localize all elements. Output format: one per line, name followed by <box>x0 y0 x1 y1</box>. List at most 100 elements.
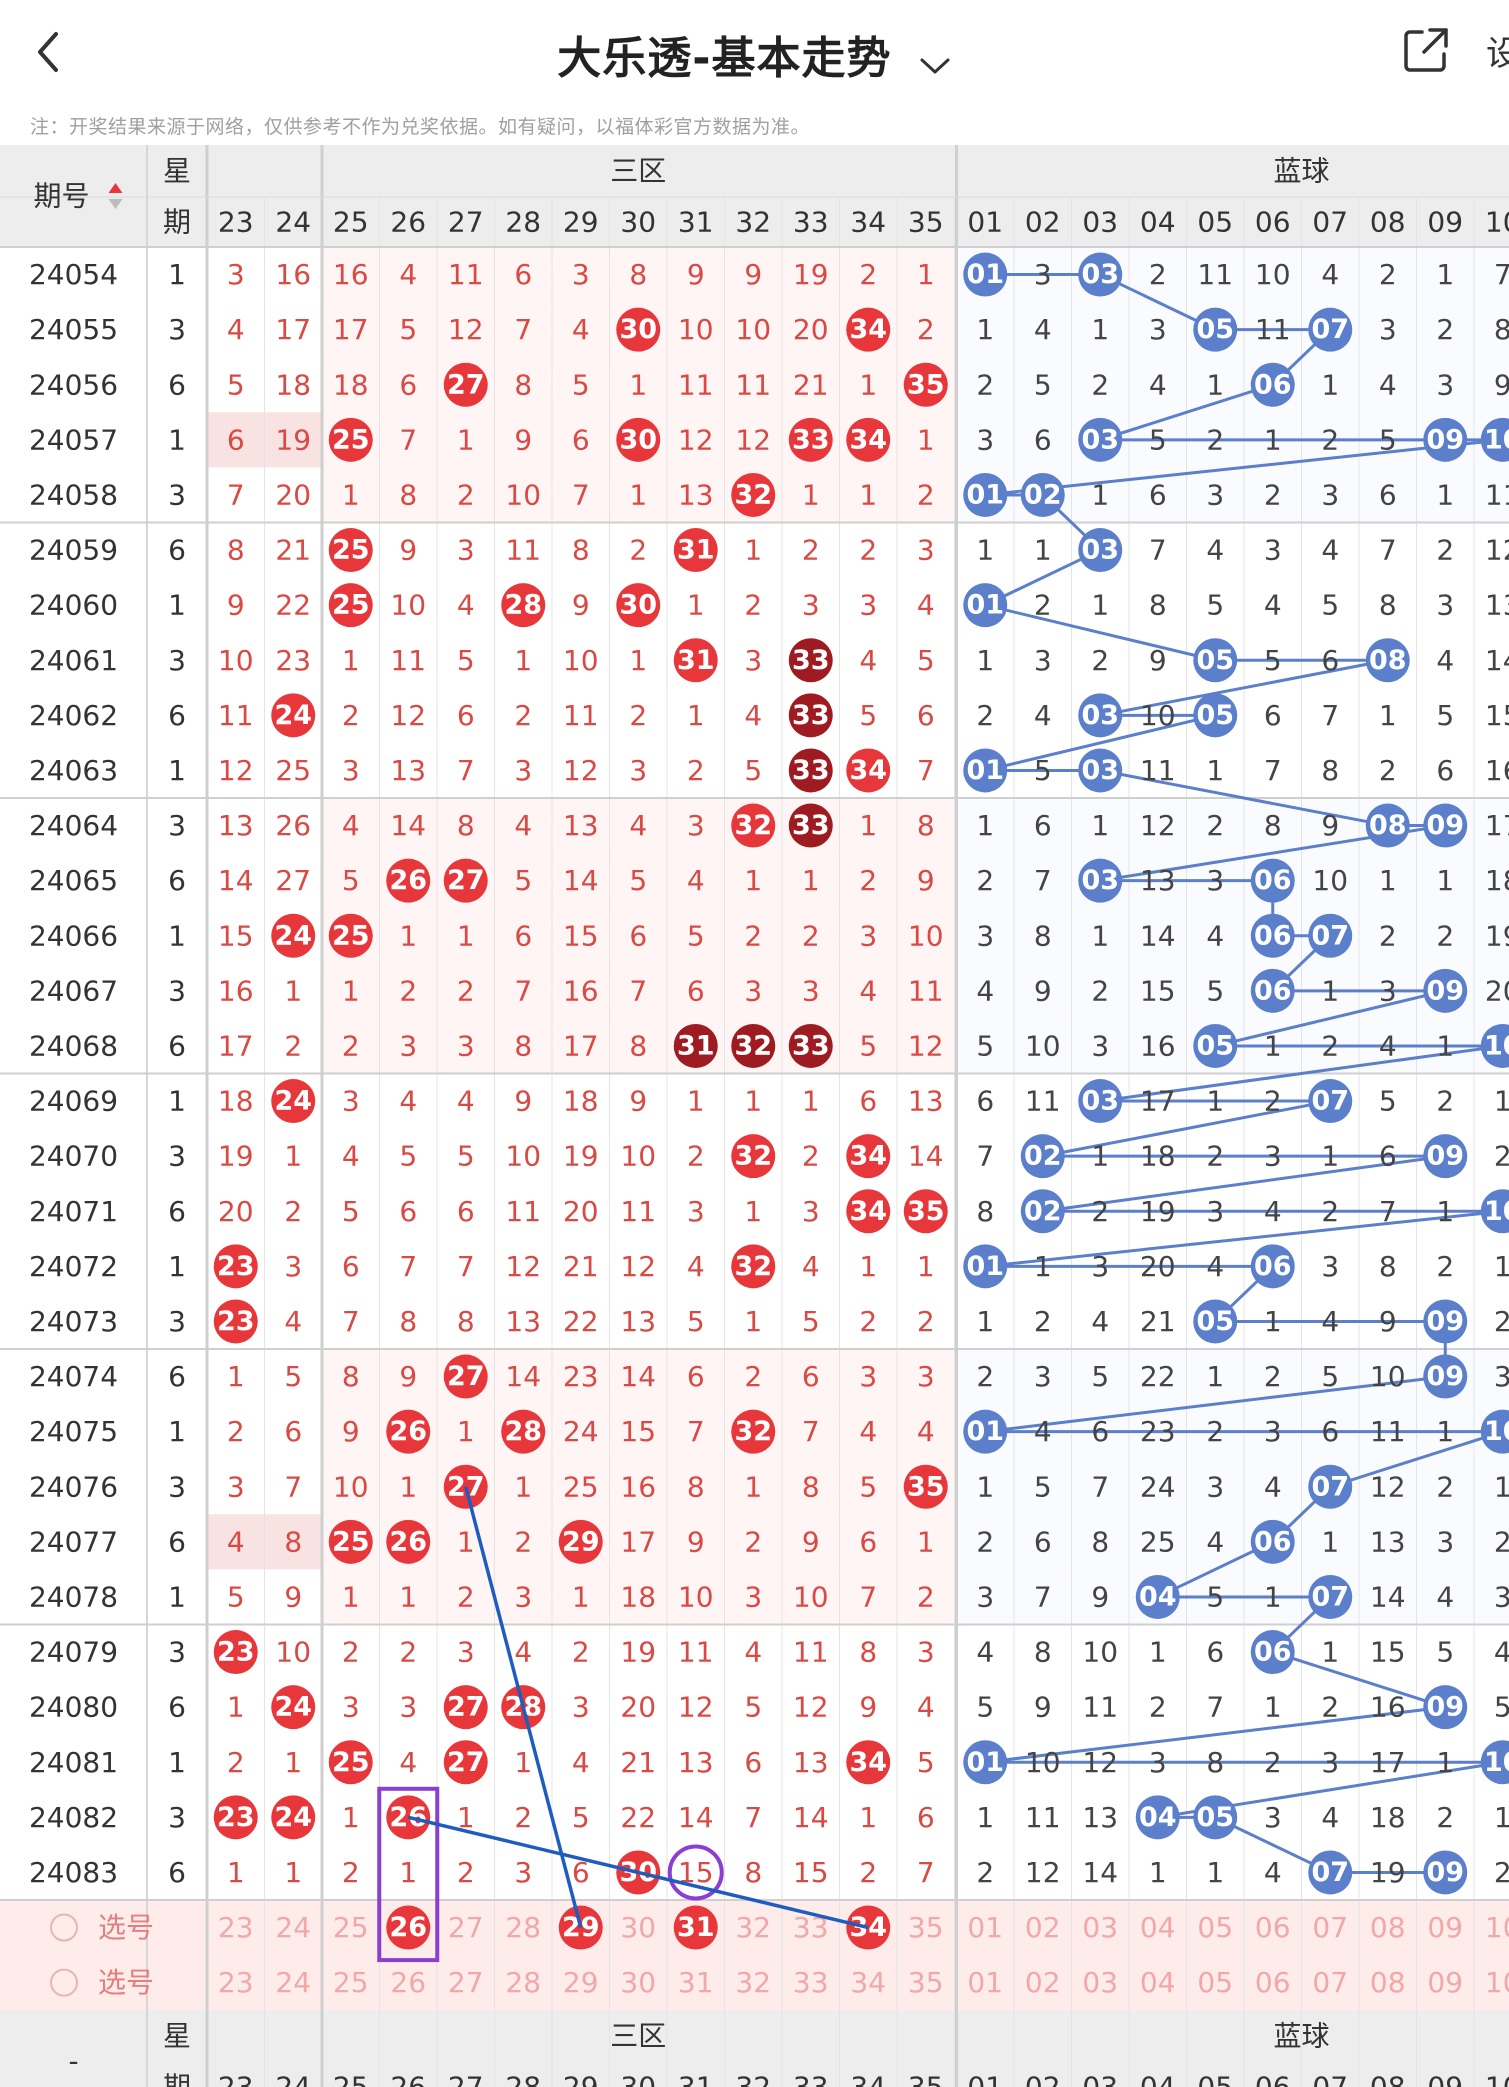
select-number[interactable]: 26 <box>390 1966 426 1999</box>
select-number[interactable]: 03 <box>1082 1966 1118 1999</box>
blue-ball-number: 02 <box>1024 1141 1062 1172</box>
select-number[interactable]: 09 <box>1427 1966 1463 1999</box>
select-number[interactable]: 25 <box>333 1911 369 1944</box>
select-number[interactable]: 08 <box>1370 1966 1406 1999</box>
miss-count: 1 <box>629 644 647 677</box>
select-number[interactable]: 24 <box>275 1911 311 1944</box>
select-number[interactable]: 27 <box>448 1966 484 1999</box>
miss-count: 17 <box>275 313 311 346</box>
select-number[interactable]: 04 <box>1140 1911 1176 1944</box>
select-number[interactable]: 24 <box>275 1966 311 1999</box>
weekday: 1 <box>168 919 186 952</box>
front-ball-number: 28 <box>504 590 542 621</box>
back-icon[interactable] <box>28 22 68 82</box>
select-number[interactable]: 07 <box>1312 1966 1348 1999</box>
select-number[interactable]: 06 <box>1255 1911 1291 1944</box>
miss-count: 1 <box>342 478 360 511</box>
miss-count: 4 <box>976 974 994 1007</box>
select-number[interactable]: 31 <box>678 1966 714 1999</box>
miss-count: 10 <box>1025 1029 1061 1062</box>
miss-count: 5 <box>976 1691 994 1724</box>
share-icon[interactable] <box>1400 24 1452 76</box>
miss-count: 1 <box>1436 864 1454 897</box>
miss-count: 6 <box>1034 423 1052 456</box>
select-number[interactable]: 35 <box>908 1966 944 1999</box>
miss-count: 12 <box>793 1691 829 1724</box>
settings-button[interactable]: 设 <box>1486 34 1509 74</box>
front-ball-number: 25 <box>332 1526 370 1557</box>
page-title[interactable]: 大乐透-基本走势 <box>0 22 1509 84</box>
blue-ball-number: 06 <box>1254 920 1292 951</box>
miss-count: 14 <box>1370 1580 1406 1613</box>
select-number[interactable]: 27 <box>448 1911 484 1944</box>
blue-number-header: 09 <box>1427 2071 1463 2087</box>
select-number[interactable]: 05 <box>1197 1966 1233 1999</box>
miss-count: 1 <box>1321 1140 1339 1173</box>
select-radio[interactable] <box>50 1913 78 1942</box>
miss-count: 3 <box>859 1360 877 1393</box>
select-number[interactable]: 01 <box>967 1911 1003 1944</box>
miss-count: 8 <box>1034 1636 1052 1669</box>
blue-ball <box>1020 472 1065 517</box>
select-number[interactable]: 10 <box>1485 1911 1509 1944</box>
select-number[interactable]: 02 <box>1025 1911 1061 1944</box>
select-number[interactable]: 10 <box>1485 1966 1509 1999</box>
page-title-text: 大乐透-基本走势 <box>557 33 892 84</box>
front-number-header: 32 <box>735 2071 771 2087</box>
select-number[interactable]: 05 <box>1197 1911 1233 1944</box>
miss-count: 1 <box>629 368 647 401</box>
miss-count: 4 <box>917 1691 935 1724</box>
miss-count: 1 <box>1091 589 1109 622</box>
miss-count: 11 <box>1140 754 1176 787</box>
miss-count: 13 <box>908 1085 944 1118</box>
select-number[interactable]: 08 <box>1370 1911 1406 1944</box>
miss-count: 2 <box>629 534 647 567</box>
miss-count: 4 <box>1091 1305 1109 1338</box>
sort-down-icon[interactable] <box>108 199 123 209</box>
select-number[interactable]: 23 <box>218 1911 254 1944</box>
miss-count: 3 <box>1321 478 1339 511</box>
front-ball-number: 34 <box>849 1196 887 1227</box>
row-shade <box>322 467 955 523</box>
select-number[interactable]: 34 <box>850 1966 886 1999</box>
selected-ball[interactable] <box>673 1905 718 1950</box>
miss-count: 1 <box>1321 368 1339 401</box>
select-number[interactable]: 32 <box>735 1911 771 1944</box>
front-number-header: 24 <box>275 206 311 239</box>
select-radio[interactable] <box>50 1968 78 1997</box>
miss-count: 2 <box>687 1140 705 1173</box>
select-number[interactable]: 30 <box>620 1966 656 1999</box>
miss-count: 3 <box>1379 974 1397 1007</box>
select-number[interactable]: 33 <box>793 1966 829 1999</box>
select-number[interactable]: 09 <box>1427 1911 1463 1944</box>
select-number[interactable]: 32 <box>735 1966 771 1999</box>
miss-count: 6 <box>399 368 417 401</box>
select-number[interactable]: 28 <box>505 1911 541 1944</box>
sort-up-icon[interactable] <box>108 183 123 193</box>
chevron-down-icon[interactable] <box>918 36 952 87</box>
select-number[interactable]: 35 <box>908 1911 944 1944</box>
select-number[interactable]: 07 <box>1312 1911 1348 1944</box>
miss-count: 4 <box>1321 534 1339 567</box>
select-number[interactable]: 23 <box>218 1966 254 1999</box>
table-row <box>0 1679 1509 1735</box>
select-number[interactable]: 28 <box>505 1966 541 1999</box>
select-number[interactable]: 03 <box>1082 1911 1118 1944</box>
select-number[interactable]: 29 <box>563 1966 599 1999</box>
miss-count: 1 <box>1034 534 1052 567</box>
selected-ball[interactable] <box>386 1905 431 1950</box>
select-number[interactable]: 02 <box>1025 1966 1061 1999</box>
select-number[interactable]: 06 <box>1255 1966 1291 1999</box>
weekday: 6 <box>168 1195 186 1228</box>
select-number[interactable]: 25 <box>333 1966 369 1999</box>
select-number[interactable]: 04 <box>1140 1966 1176 1999</box>
miss-count: 11 <box>1082 1691 1118 1724</box>
blue-ball-number: 10 <box>1484 1747 1509 1778</box>
select-number[interactable]: 30 <box>620 1911 656 1944</box>
miss-count: 5 <box>1321 1360 1339 1393</box>
miss-count: 2 <box>572 1636 590 1669</box>
miss-count: 5 <box>629 864 647 897</box>
select-number[interactable]: 01 <box>967 1966 1003 1999</box>
miss-count: 5 <box>1034 368 1052 401</box>
miss-count: 1 <box>859 809 877 842</box>
